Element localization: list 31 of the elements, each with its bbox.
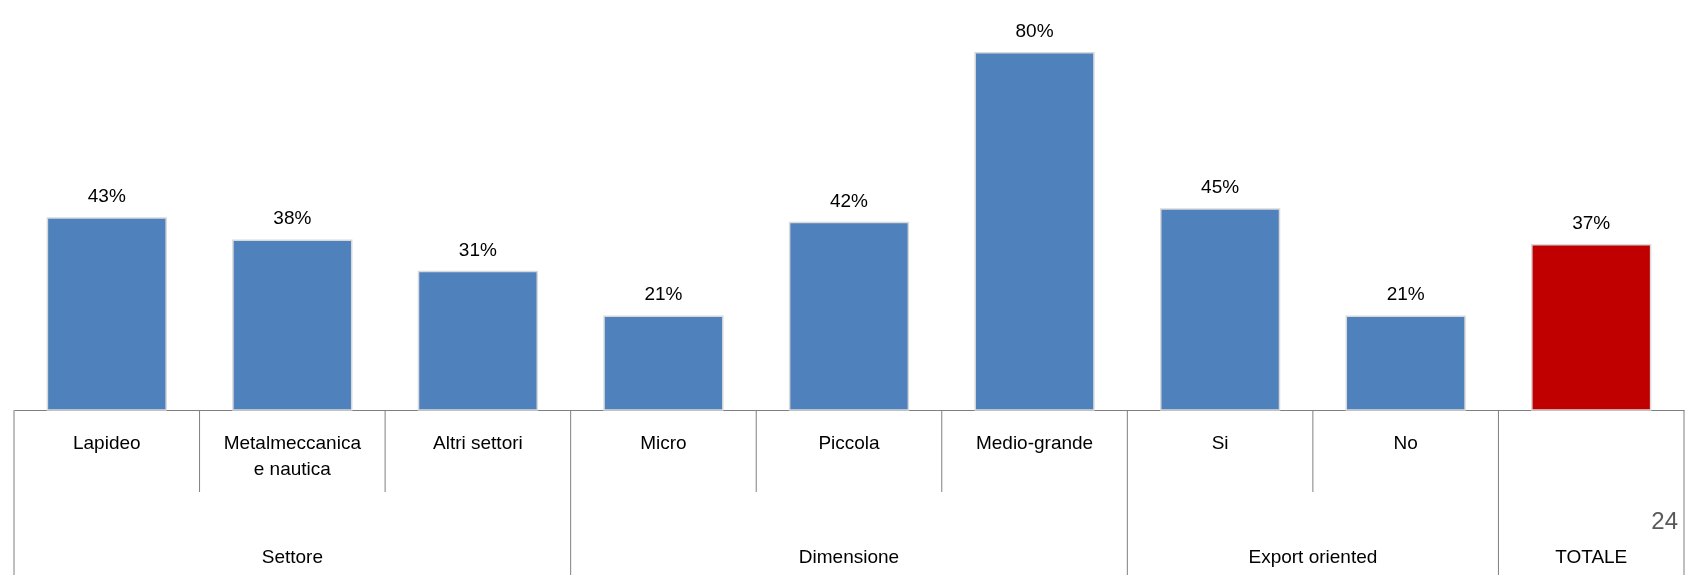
x-tick-label: Piccola: [818, 432, 881, 453]
x-tick-label: Lapideo: [72, 432, 141, 453]
data-label: 31%: [458, 238, 498, 260]
text: TOTALE: [1555, 546, 1628, 567]
bar: [1345, 315, 1466, 411]
text: Export oriented: [1248, 546, 1378, 567]
bar: [232, 239, 353, 411]
x-tick-label: Si: [1211, 432, 1229, 453]
text: Settore: [261, 546, 323, 567]
bar: [603, 315, 724, 411]
x-tick-label: Altri settori: [433, 432, 523, 453]
x-tick-label: No: [1393, 432, 1418, 453]
data-label: 37%: [1572, 211, 1611, 233]
data-label: 45%: [1201, 176, 1240, 198]
data-label: 38%: [273, 207, 312, 229]
bar: [46, 217, 167, 411]
data-label: 21%: [644, 283, 683, 305]
x-tick-label: Medio-grande: [975, 432, 1094, 453]
x-tick-label: Micro: [640, 432, 687, 453]
data-label: 42%: [829, 189, 869, 211]
bar: [417, 270, 539, 411]
x-tick-label: Metalmeccanica e nautica: [223, 432, 362, 479]
data-label: 21%: [1386, 283, 1425, 305]
bar: [1159, 208, 1281, 411]
bar: [1531, 244, 1652, 411]
data-label: 80%: [1015, 19, 1054, 41]
data-label: 43%: [87, 185, 126, 207]
text: Dimensione: [798, 546, 900, 567]
bar: [788, 221, 910, 411]
text: 24: [1651, 507, 1678, 534]
bar: [974, 52, 1095, 411]
